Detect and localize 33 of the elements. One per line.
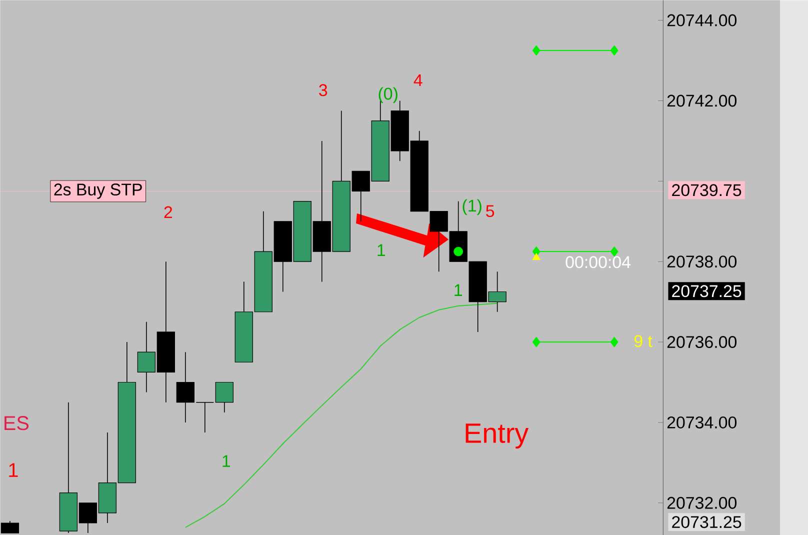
point [610, 45, 618, 56]
annotation: 1 [222, 455, 230, 467]
point [610, 336, 618, 347]
point [532, 45, 540, 56]
y-tick-label: 20734.00 [667, 416, 737, 428]
annotation: 4 [414, 74, 422, 86]
annotation: 3 [319, 84, 328, 96]
point [610, 246, 618, 256]
point [532, 336, 540, 347]
point [532, 252, 540, 260]
candlestick [0, 520, 20, 534]
text: 20739.75 [672, 184, 742, 196]
annotation: 00:00:04 [566, 256, 631, 268]
annotation: ES [4, 416, 29, 430]
annotation: (1) [462, 199, 482, 215]
annotation: 1 [9, 463, 18, 477]
annotation: (0) [378, 87, 398, 103]
text: 20737.25 [672, 285, 742, 298]
candlestick [215, 382, 234, 413]
annotation: 1 [378, 244, 385, 256]
y-tick-label: 20744.00 [667, 14, 737, 26]
annotation: 9 t [634, 334, 652, 347]
y-tick-label: 20742.00 [667, 94, 737, 107]
annotation: 5 [486, 205, 494, 217]
annotation: Entry [466, 423, 529, 448]
point [454, 246, 464, 256]
annotation: 1 [454, 284, 462, 296]
text: 20731.25 [672, 516, 742, 528]
annotation: 2 [164, 206, 172, 218]
y-tick-label: 20732.00 [667, 496, 737, 509]
ref-line-label: 2s Buy STP [54, 183, 142, 199]
y-tick-label: 20736.00 [667, 336, 737, 348]
y-tick-label: 20738.00 [667, 255, 737, 268]
